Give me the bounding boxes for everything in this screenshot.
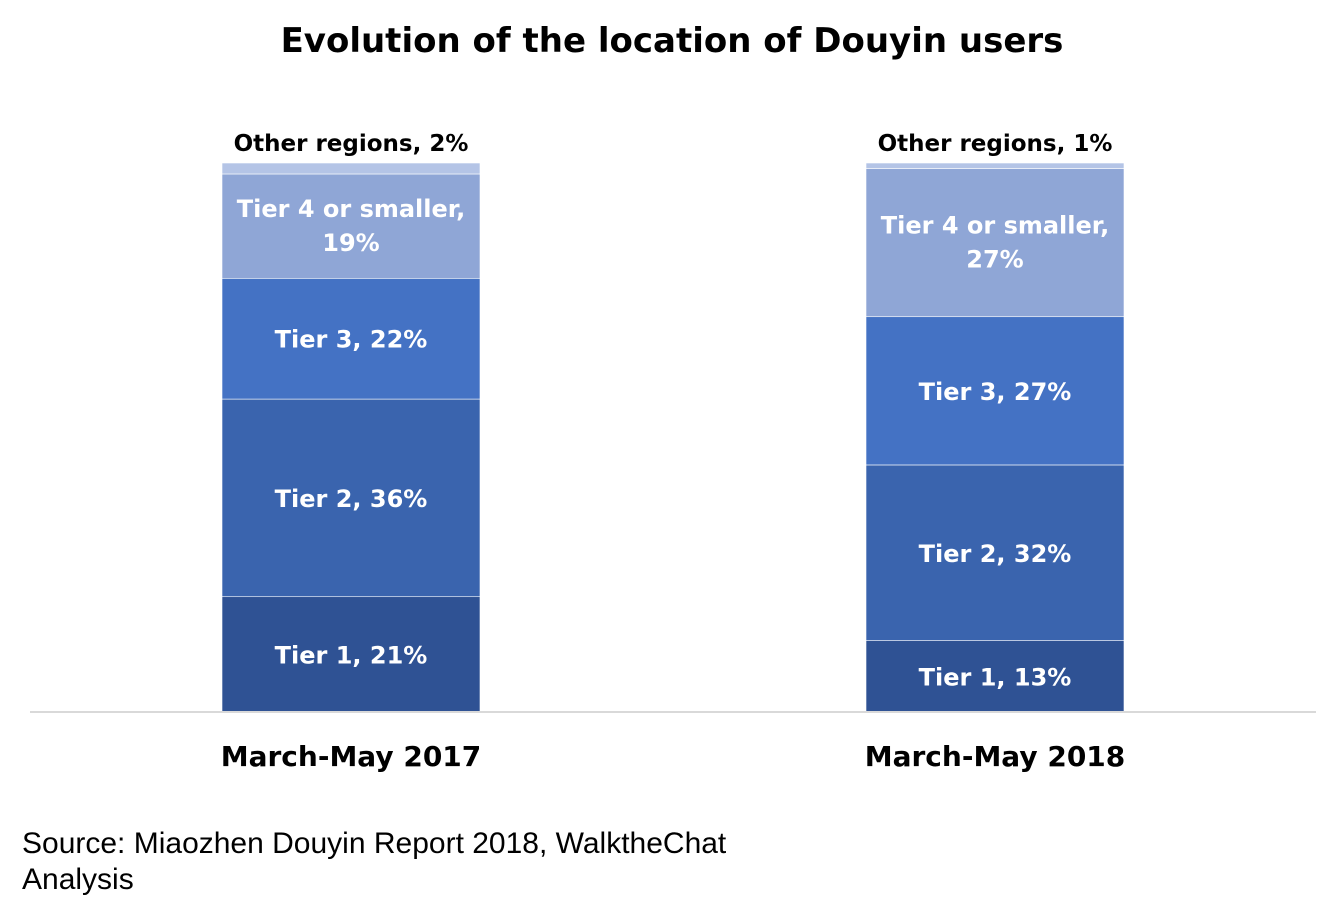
- data-label-tier-2-0: Tier 2, 36%: [275, 485, 428, 513]
- data-label-other-regions-1: Other regions, 1%: [878, 131, 1113, 157]
- bar-segment-tier-4-or-smaller-1: [865, 168, 1125, 318]
- bars-group: Tier 1, 21% Tier 2, 36% Tier 3, 22% Tier 4 …: [221, 131, 1125, 713]
- category-label-1: March-May 2018: [865, 740, 1126, 773]
- data-label-tier-4-or-smaller-0: Tier 4 or smaller, 19%: [237, 195, 465, 257]
- data-label-other-regions-0: Other regions, 2%: [234, 131, 469, 157]
- source-note: Source: Miaozhen Douyin Report 2018, Wal…: [22, 827, 727, 896]
- bar-segment-tier-2-0: [221, 398, 481, 598]
- data-label-tier-2-1: Tier 2, 32%: [919, 540, 1072, 568]
- data-label-tier-3-0: Tier 3, 22%: [275, 326, 428, 354]
- data-label-tier-3-1: Tier 3, 27%: [919, 378, 1072, 406]
- category-label-0: March-May 2017: [221, 740, 482, 773]
- bar-segment-tier-4-or-smaller-0: [221, 173, 481, 279]
- data-label-tier-1-0: Tier 1, 21%: [275, 641, 428, 669]
- data-label-tier-4-or-smaller-1: Tier 4 or smaller, 27%: [881, 212, 1109, 274]
- data-label-tier-1-1: Tier 1, 13%: [919, 663, 1072, 691]
- chart-title: Evolution of the location of Douyin user…: [281, 21, 1064, 61]
- bar-segment-tier-1-0: [221, 596, 481, 713]
- bar-segment-other-regions-0: [221, 162, 481, 175]
- bar-segment-other-regions-1: [865, 162, 1125, 169]
- bar-segment-tier-3-1: [865, 316, 1125, 466]
- category-labels: March-May 2017 March-May 2018: [221, 740, 1126, 773]
- bar-segment-tier-2-1: [865, 464, 1125, 641]
